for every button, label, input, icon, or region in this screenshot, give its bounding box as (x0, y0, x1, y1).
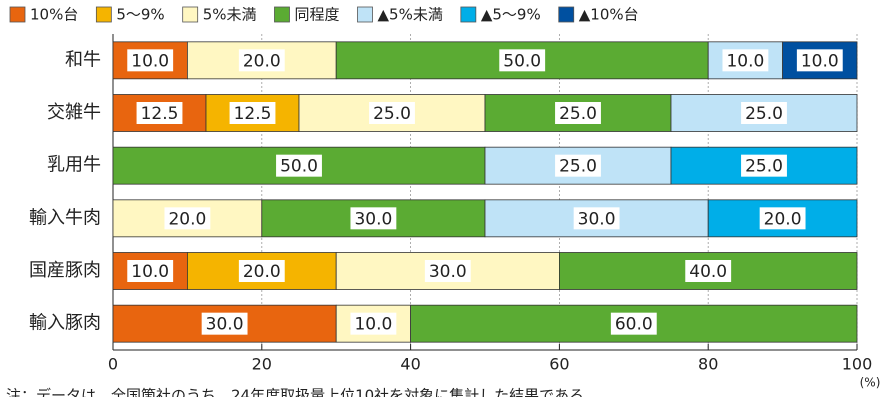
data-label: 25.0 (559, 157, 597, 177)
data-label: 30.0 (429, 262, 467, 282)
data-label: 20.0 (243, 51, 281, 71)
bar-segment (335, 304, 412, 343)
label-box (610, 312, 657, 335)
label-box (722, 49, 769, 72)
label-box (127, 260, 174, 282)
label-box (276, 154, 322, 177)
y-tick-label: 輸入牛肉 (29, 207, 101, 228)
y-tick-label: 国産豚肉 (29, 260, 101, 281)
data-label: 25.0 (745, 104, 783, 124)
legend-swatch (558, 6, 575, 23)
legend-swatch (9, 6, 26, 23)
label-box (796, 49, 843, 72)
x-tick-label: 40 (400, 355, 420, 374)
data-label: 12.5 (234, 104, 272, 124)
label-box (573, 207, 620, 230)
data-label: 10.0 (801, 51, 839, 71)
data-label: 30.0 (354, 209, 392, 229)
x-tick-label: 60 (549, 355, 569, 374)
x-tick-label: 20 (252, 355, 272, 374)
label-box (238, 49, 285, 72)
data-label: 40.0 (689, 262, 727, 282)
legend-swatch (357, 6, 373, 23)
label-box (229, 102, 276, 124)
label-box (201, 312, 248, 335)
x-tick-label: 80 (698, 355, 718, 374)
data-label: 30.0 (206, 315, 244, 335)
legend-label: 5%未満 (203, 6, 257, 24)
legend-label: ▲5%未満 (378, 6, 443, 24)
data-label: 10.0 (726, 51, 764, 71)
label-box (369, 102, 415, 124)
data-label: 30.0 (578, 209, 616, 229)
data-label: 10.0 (131, 51, 169, 71)
note: 注：データは、全国箇社のうち、24年度取扱量上位10社を対象に集計した結果である… (6, 387, 599, 398)
legend-swatch (95, 6, 112, 23)
label-box (350, 207, 397, 230)
label-box (424, 260, 471, 282)
y-tick-label: 輸入豚肉 (29, 313, 101, 334)
label-box (136, 102, 183, 124)
label-box (555, 102, 601, 124)
label-box (685, 260, 732, 282)
label-box (499, 49, 546, 72)
data-label: 50.0 (503, 51, 541, 71)
legend-label: 10%台 (30, 6, 78, 24)
y-tick-label: 和牛 (65, 49, 101, 70)
label-box (164, 207, 211, 230)
data-label: 20.0 (764, 209, 802, 229)
legend-swatch (274, 6, 290, 23)
label-box (350, 312, 397, 335)
x-unit: (%) (860, 376, 881, 390)
data-label: 10.0 (354, 315, 392, 335)
label-box (238, 260, 285, 282)
legend-swatch (460, 6, 477, 23)
label-box (555, 154, 601, 177)
legend-swatch (182, 6, 199, 23)
label-box (741, 154, 787, 177)
data-label: 60.0 (615, 315, 653, 335)
label-box (741, 102, 787, 124)
x-tick-label: 100 (842, 355, 873, 374)
data-label: 20.0 (243, 262, 281, 282)
data-label: 10.0 (131, 262, 169, 282)
y-tick-label: 交雑牛 (47, 102, 101, 123)
data-label: 25.0 (373, 104, 411, 124)
legend-label: ▲10%台 (579, 6, 639, 24)
data-label: 25.0 (745, 157, 783, 177)
data-label: 50.0 (280, 157, 318, 177)
legend-label: 同程度 (294, 6, 339, 24)
label-box (759, 207, 806, 230)
bar-segment (670, 94, 858, 132)
x-tick-label: 0 (108, 355, 118, 374)
y-tick-label: 乳用牛 (47, 155, 101, 176)
legend-label: ▲5～9% (481, 6, 541, 24)
bar-segment (670, 146, 858, 185)
label-box (127, 49, 174, 72)
legend-label: 5～9% (116, 6, 164, 24)
data-label: 25.0 (559, 104, 597, 124)
data-label: 20.0 (168, 209, 206, 229)
data-label: 12.5 (141, 104, 179, 124)
